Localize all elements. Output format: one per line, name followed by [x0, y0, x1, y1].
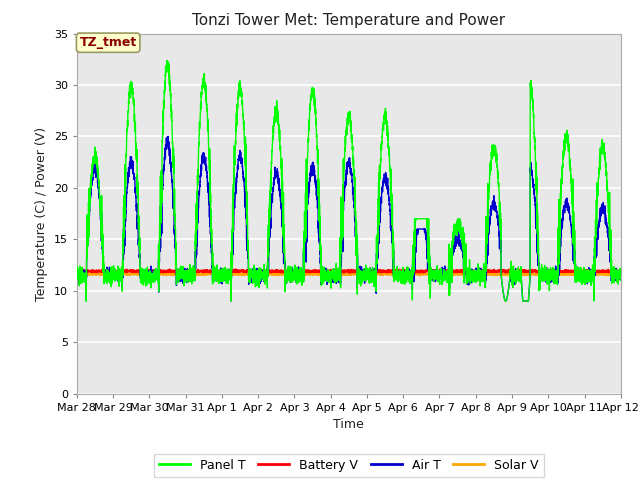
Text: TZ_tmet: TZ_tmet	[79, 36, 137, 49]
X-axis label: Time: Time	[333, 418, 364, 431]
Legend: Panel T, Battery V, Air T, Solar V: Panel T, Battery V, Air T, Solar V	[154, 454, 544, 477]
Y-axis label: Temperature (C) / Power (V): Temperature (C) / Power (V)	[35, 127, 48, 300]
Title: Tonzi Tower Met: Temperature and Power: Tonzi Tower Met: Temperature and Power	[192, 13, 506, 28]
